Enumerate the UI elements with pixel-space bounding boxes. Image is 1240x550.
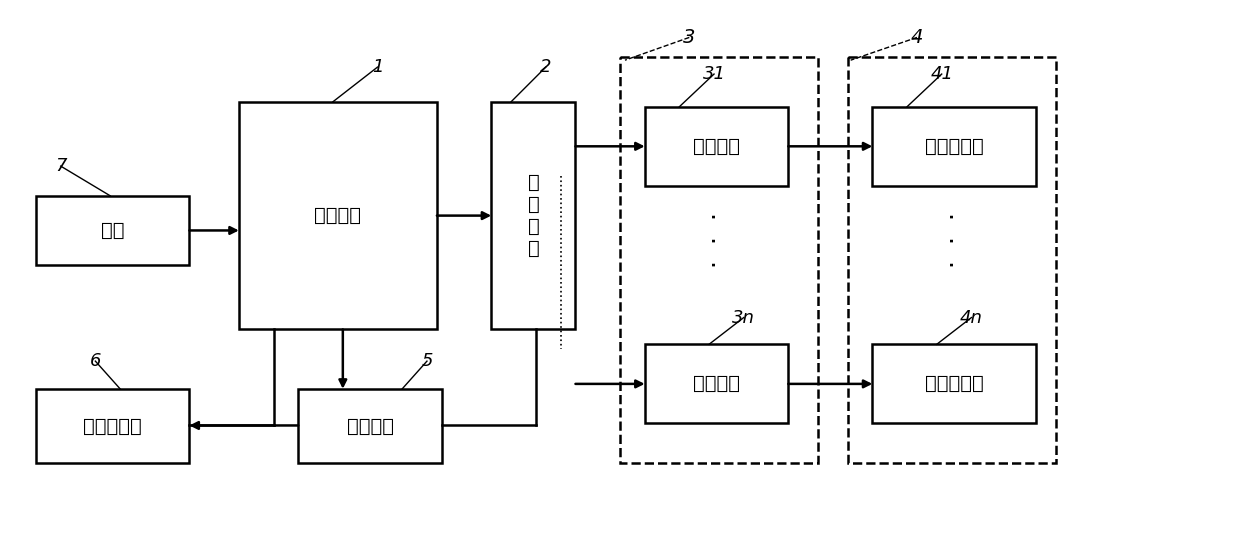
Text: 6: 6 <box>89 352 102 370</box>
Text: 压电陶瓷片: 压电陶瓷片 <box>925 375 983 393</box>
Text: 压电陶瓷片: 压电陶瓷片 <box>925 137 983 156</box>
Text: 1: 1 <box>372 58 383 76</box>
Bar <box>848 57 1055 463</box>
Text: 驱动电路: 驱动电路 <box>693 375 740 393</box>
Text: 31: 31 <box>703 65 725 83</box>
Text: 多
路
开
关: 多 路 开 关 <box>527 173 539 258</box>
Bar <box>873 344 1035 424</box>
Bar <box>299 389 441 463</box>
Bar <box>645 344 789 424</box>
Text: 晶振: 晶振 <box>100 221 124 240</box>
Text: 步进电机: 步进电机 <box>346 416 393 436</box>
Bar <box>873 107 1035 186</box>
Bar <box>36 389 190 463</box>
Text: 7: 7 <box>55 157 67 175</box>
Text: ·  ·  ·: · · · <box>941 212 966 268</box>
Text: 5: 5 <box>422 352 433 370</box>
Bar <box>239 102 436 329</box>
Bar <box>645 107 789 186</box>
Text: 4n: 4n <box>960 309 983 327</box>
Text: 2: 2 <box>539 58 552 76</box>
Text: 3: 3 <box>683 28 696 47</box>
Text: 驱动电路: 驱动电路 <box>693 137 740 156</box>
Text: 工作指示灯: 工作指示灯 <box>83 416 143 436</box>
Bar <box>620 57 818 463</box>
Text: 微处理器: 微处理器 <box>315 206 361 225</box>
Text: ·  ·  ·: · · · <box>704 212 728 268</box>
Bar <box>491 102 575 329</box>
Bar <box>36 196 190 265</box>
Text: 41: 41 <box>930 65 954 83</box>
Text: 4: 4 <box>911 28 923 47</box>
Text: 3n: 3n <box>733 309 755 327</box>
